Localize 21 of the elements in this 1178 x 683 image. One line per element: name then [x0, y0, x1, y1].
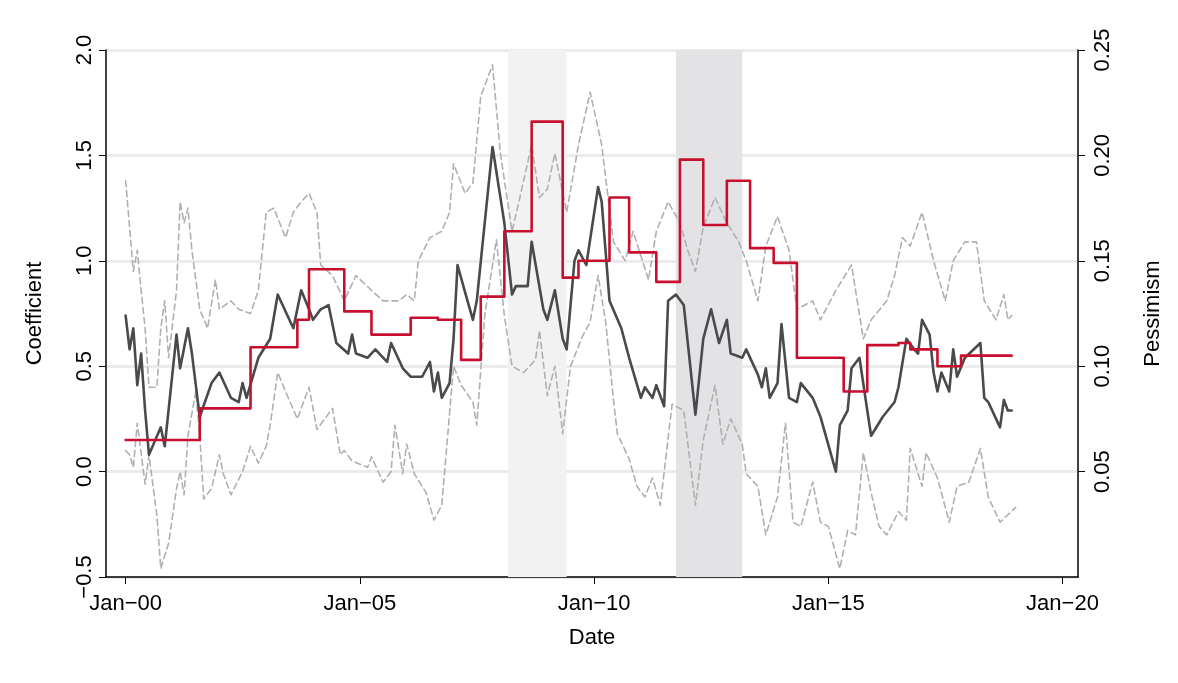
- x-tick-label: Jan−20: [1026, 589, 1099, 615]
- line-series: [124, 63, 1013, 389]
- x-tick-label: Jan−00: [89, 589, 163, 615]
- y2-tick-label: 0.05: [1088, 450, 1114, 494]
- y2-tick-label: 0.15: [1088, 239, 1114, 283]
- y-tick-label: 1.0: [70, 245, 96, 277]
- x-tick-label: Jan−05: [323, 589, 397, 615]
- x-tick-label: Jan−15: [791, 589, 865, 615]
- y2-axis-title: Pessimism: [1138, 260, 1164, 367]
- line-series: [124, 238, 1017, 570]
- y-tick-label: 0.0: [70, 456, 96, 487]
- y-tick-label: 0.5: [70, 350, 96, 382]
- y-tick-label: 2.0: [70, 34, 96, 66]
- y-tick-label: 1.5: [70, 140, 96, 171]
- y2-tick-label: 0.20: [1088, 133, 1114, 177]
- x-axis-title: Date: [568, 623, 616, 649]
- y2-tick-label: 0.25: [1088, 28, 1114, 72]
- y2-tick-label: 0.10: [1088, 344, 1114, 388]
- x-tick-label: Jan−10: [557, 589, 631, 615]
- y-axis-title: Coefficient: [20, 261, 46, 366]
- line-series: [124, 145, 1013, 473]
